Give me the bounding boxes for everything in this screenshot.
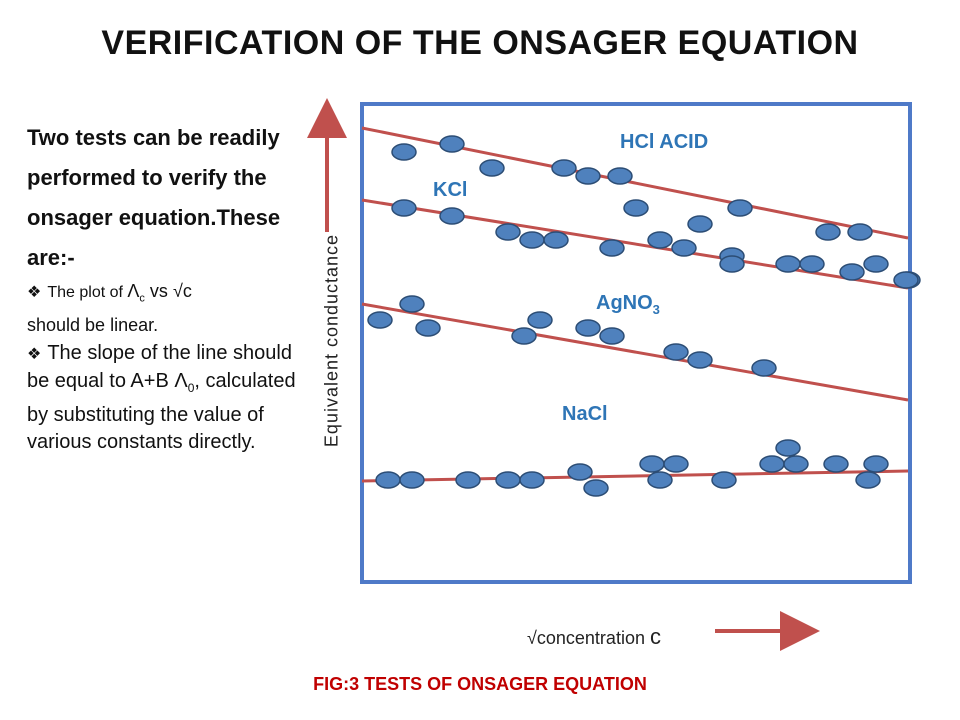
- data-point-kcl-3: [519, 231, 545, 249]
- data-point-hcl-acid-1: [439, 135, 465, 153]
- data-point-nacl-11: [775, 439, 801, 457]
- data-point-kcl-10: [775, 255, 801, 273]
- data-point-nacl-5: [567, 463, 593, 481]
- data-point-hcl-acid-10: [847, 223, 873, 241]
- diamond-bullet-icon: ❖: [27, 284, 42, 301]
- data-point-kcl-14: [893, 271, 919, 289]
- data-point-nacl-4: [519, 471, 545, 489]
- data-point-agno3-7: [663, 343, 689, 361]
- x-axis-label: √concentration c: [527, 624, 661, 650]
- data-point-nacl-14: [823, 455, 849, 473]
- data-point-nacl-8: [663, 455, 689, 473]
- trend-line-agno3: [361, 302, 909, 402]
- data-point-agno3-4: [511, 327, 537, 345]
- data-point-kcl-0: [391, 199, 417, 217]
- lambda-zero-symbol: Λ: [174, 369, 188, 392]
- data-point-agno3-3: [527, 311, 553, 329]
- x-axis-sqrt-symbol: √: [527, 628, 537, 648]
- series-label-kcl: KCl: [433, 179, 468, 201]
- data-point-nacl-3: [495, 471, 521, 489]
- plot-series-layer: [361, 126, 921, 497]
- data-point-agno3-6: [599, 327, 625, 345]
- data-point-kcl-13: [863, 255, 889, 273]
- bullet-1-suffix: should be linear.: [27, 314, 159, 335]
- intro-text: Two tests can be readily performed to ve…: [27, 125, 281, 270]
- data-point-nacl-13: [783, 455, 809, 473]
- plot-frame: [360, 102, 912, 584]
- data-point-kcl-5: [599, 239, 625, 257]
- series-label-hcl: HCl ACID: [620, 131, 709, 153]
- data-point-agno3-5: [575, 319, 601, 337]
- series-label-nacl: NaCl: [562, 403, 608, 425]
- data-point-agno3-8: [687, 351, 713, 369]
- bullet-1-vs: vs: [144, 281, 173, 301]
- bullet-item-slope: ❖ The slope of the line should be equal t…: [27, 340, 317, 456]
- data-point-agno3-1: [399, 295, 425, 313]
- page-title: VERIFICATION OF THE ONSAGER EQUATION: [101, 24, 859, 62]
- data-point-kcl-2: [495, 223, 521, 241]
- data-point-hcl-acid-3: [551, 159, 577, 177]
- data-point-nacl-10: [711, 471, 737, 489]
- data-point-nacl-6: [583, 479, 609, 497]
- data-point-nacl-2: [455, 471, 481, 489]
- data-point-agno3-2: [415, 319, 441, 337]
- bullet-1-c: c: [182, 281, 192, 301]
- data-point-kcl-11: [799, 255, 825, 273]
- data-point-nacl-12: [759, 455, 785, 473]
- data-point-hcl-acid-6: [623, 199, 649, 217]
- x-axis-text: concentration: [536, 628, 650, 648]
- lambda-subscript: c: [139, 292, 145, 305]
- data-point-nacl-9: [647, 471, 673, 489]
- data-point-hcl-acid-8: [727, 199, 753, 217]
- figure-caption: FIG:3 TESTS OF ONSAGER EQUATION: [313, 674, 647, 694]
- lambda-symbol: Λ: [127, 281, 140, 301]
- data-point-agno3-0: [367, 311, 393, 329]
- series-label-agno3: AgNO3: [596, 292, 660, 317]
- data-point-nacl-7: [639, 455, 665, 473]
- data-point-hcl-acid-2: [479, 159, 505, 177]
- data-point-agno3-9: [751, 359, 777, 377]
- data-point-kcl-7: [671, 239, 697, 257]
- sqrt-symbol: √: [172, 281, 183, 301]
- x-axis-variable: c: [649, 624, 661, 649]
- bullet-list: ❖ The plot of Λc vs √c should be linear. …: [27, 278, 317, 456]
- data-point-kcl-1: [439, 207, 465, 225]
- data-point-hcl-acid-4: [575, 167, 601, 185]
- data-point-nacl-16: [855, 471, 881, 489]
- data-point-hcl-acid-5: [607, 167, 633, 185]
- data-point-hcl-acid-9: [815, 223, 841, 241]
- data-point-kcl-6: [647, 231, 673, 249]
- data-point-nacl-0: [375, 471, 401, 489]
- data-point-kcl-9: [719, 255, 745, 273]
- data-point-nacl-1: [399, 471, 425, 489]
- bullet-2-prefix: The slope of the line should be equal to…: [27, 341, 292, 392]
- data-point-kcl-4: [543, 231, 569, 249]
- data-point-kcl-12: [839, 263, 865, 281]
- data-point-hcl-acid-7: [687, 215, 713, 233]
- data-point-hcl-acid-0: [391, 143, 417, 161]
- diamond-bullet-icon: ❖: [27, 345, 42, 363]
- bullet-item-linearity: ❖ The plot of Λc vs √c should be linear.: [27, 278, 317, 338]
- data-point-nacl-15: [863, 455, 889, 473]
- lambda-zero-subscript: 0: [187, 380, 195, 395]
- bullet-1-prefix: The plot of: [47, 284, 128, 301]
- bullet-2-suffix: , calculated by substituting the value o…: [27, 369, 296, 453]
- y-axis-label: Equivalent conductance: [321, 233, 342, 448]
- trend-line-nacl: [361, 469, 909, 483]
